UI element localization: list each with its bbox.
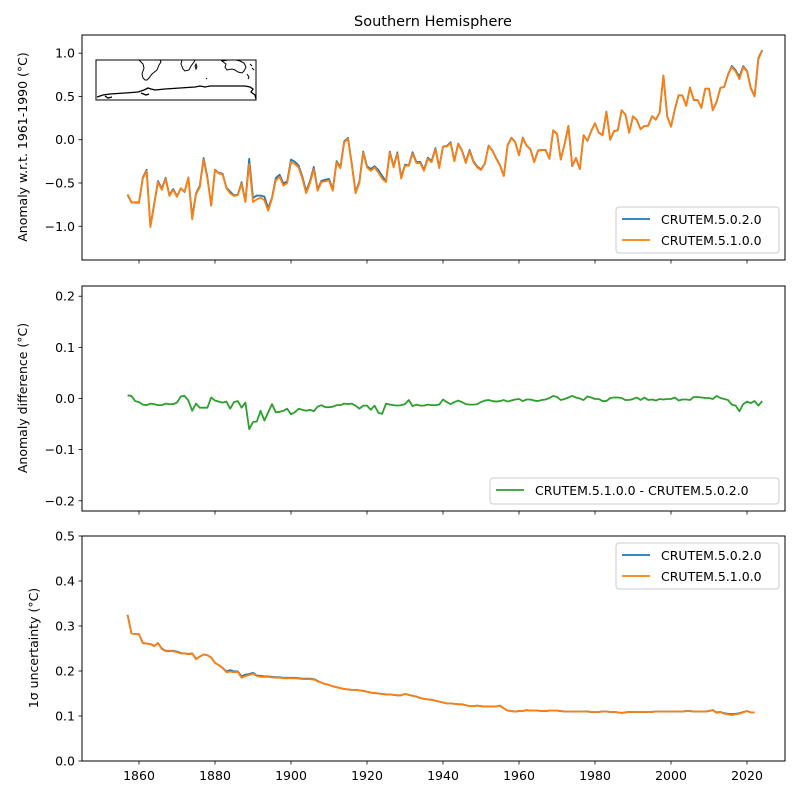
- difference-legend: CRUTEM.5.1.0.0 - CRUTEM.5.0.2.0: [489, 477, 780, 505]
- anomaly-ylabel: Anomaly w.r.t. 1961-1990 (°C): [15, 52, 30, 242]
- xtick-label: 2020: [731, 768, 763, 783]
- series-line-crutem-5-1-0-0: [126, 50, 764, 229]
- anomaly-panel: −1.0 −0.5 0.0 0.5 1.0 Anomaly w.r.t. 1961-19…: [15, 34, 786, 264]
- ytick-label: 0.2: [55, 664, 75, 679]
- ytick-label: 0.0: [55, 132, 75, 147]
- inset-map-frame: [95, 59, 257, 101]
- difference-yticks: −0.2 −0.1 0.0 0.1 0.2: [45, 289, 82, 508]
- legend-label-crutem-5100: CRUTEM.5.1.0.0: [661, 569, 762, 584]
- ytick-label: 0.3: [55, 619, 75, 634]
- figure-title: Southern Hemisphere: [354, 14, 512, 30]
- anomaly-yticks: −1.0 −0.5 0.0 0.5 1.0: [45, 46, 82, 234]
- xtick-label: 1880: [199, 768, 231, 783]
- islands-icon: [205, 63, 255, 80]
- ytick-label: 0.0: [55, 391, 75, 406]
- series-line-crutem-5-1-0-0: [126, 615, 755, 716]
- ytick-label: 0.0: [55, 754, 75, 769]
- xtick-label: 1860: [123, 768, 155, 783]
- ytick-label: 0.4: [55, 574, 75, 589]
- uncertainty-legend: CRUTEM.5.0.2.0 CRUTEM.5.1.0.0: [615, 542, 780, 590]
- uncertainty-lines: [126, 614, 755, 716]
- ytick-label: 1.0: [55, 46, 75, 61]
- inset-map: [95, 59, 257, 101]
- ytick-label: 0.5: [55, 89, 75, 104]
- difference-lines: [127, 394, 763, 431]
- difference-xticks: [138, 511, 748, 515]
- africa-coast-icon: [180, 59, 196, 72]
- antarctica-coast-icon: [96, 85, 257, 100]
- anomaly-lines: [126, 49, 764, 229]
- ytick-label: 0.1: [55, 340, 75, 355]
- madagascar-icon: [194, 62, 198, 71]
- anomaly-legend: CRUTEM.5.0.2.0 CRUTEM.5.1.0.0: [615, 206, 780, 254]
- legend-label-crutem-5020: CRUTEM.5.0.2.0: [661, 548, 762, 563]
- xtick-label: 2000: [655, 768, 687, 783]
- anomaly-xticks: [138, 260, 748, 264]
- ytick-label: −0.1: [45, 442, 75, 457]
- difference-legend-box: [489, 477, 780, 505]
- difference-ylabel: Anomaly difference (°C): [15, 323, 30, 473]
- xtick-label: 1980: [579, 768, 611, 783]
- south-america-coast-icon: [138, 59, 162, 81]
- xtick-label: 1900: [275, 768, 307, 783]
- ytick-label: 0.1: [55, 709, 75, 724]
- ytick-label: −0.5: [45, 175, 75, 190]
- uncertainty-yticks: 0.0 0.1 0.2 0.3 0.4 0.5: [55, 529, 82, 769]
- uncertainty-xticks: 1860 1880 1900 1920 1940 1960 1980 2000 2020: [123, 761, 763, 783]
- xtick-label: 1960: [503, 768, 535, 783]
- uncertainty-panel: 0.00.10.20.30.40.5 1860 1880 1900 1920 1940 1…: [26, 529, 786, 783]
- difference-panel: −0.2 −0.1 0.0 0.1 0.2 Anomaly difference (°C…: [15, 285, 786, 515]
- ytick-label: −1.0: [45, 219, 75, 234]
- series-line-crutem-5-1-0-0-crutem-5-0-2-0: [127, 394, 763, 431]
- uncertainty-legend-box: [615, 542, 780, 590]
- xtick-label: 1920: [351, 768, 383, 783]
- ytick-label: 0.2: [55, 289, 75, 304]
- anomaly-axes-frame: [81, 34, 786, 261]
- uncertainty-ylabel: 1σ uncertainty (°C): [26, 588, 41, 708]
- xtick-label: 1940: [427, 768, 459, 783]
- australia-coast-icon: [220, 59, 247, 74]
- legend-label-crutem-5100: CRUTEM.5.1.0.0: [661, 233, 762, 248]
- ytick-label: 0.5: [55, 529, 75, 544]
- legend-label-difference: CRUTEM.5.1.0.0 - CRUTEM.5.0.2.0: [535, 483, 749, 498]
- ytick-label: −0.2: [45, 493, 75, 508]
- anomaly-legend-box: [615, 206, 780, 254]
- legend-label-crutem-5020: CRUTEM.5.0.2.0: [661, 212, 762, 227]
- uncertainty-axes-frame: [81, 535, 786, 762]
